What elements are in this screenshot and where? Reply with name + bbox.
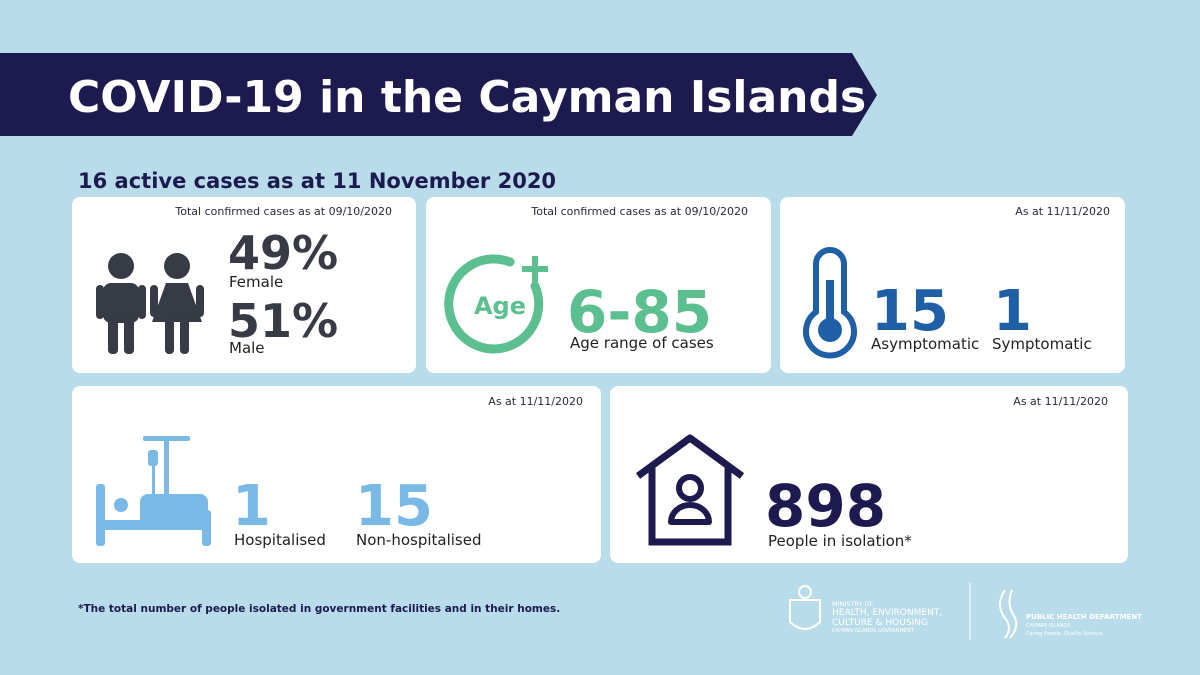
- card-note: As at 11/11/2020: [488, 395, 583, 408]
- logo-text: Caring People. Quality Service.: [1026, 631, 1103, 637]
- card: [426, 197, 771, 373]
- logo-text: PUBLIC HEALTH DEPARTMENT: [1026, 613, 1142, 621]
- stat-label: Age range of cases: [570, 334, 714, 352]
- ministry-logo: MINISTRY OF HEALTH, ENVIRONMENT, CULTURE…: [789, 585, 942, 634]
- phd-logo: PUBLIC HEALTH DEPARTMENT CAYMAN ISLANDS …: [999, 589, 1142, 639]
- thermometer-icon: [803, 247, 857, 359]
- stat-value: 15: [871, 279, 949, 344]
- age-icon: [444, 254, 544, 354]
- title: COVID-19 in the Cayman Islands: [68, 72, 866, 123]
- stat-value: 1: [232, 474, 271, 539]
- card: [72, 197, 416, 373]
- stat-value: 49%: [228, 226, 338, 280]
- bed-icon: [96, 436, 211, 546]
- card: [780, 197, 1125, 373]
- card-note: As at 11/11/2020: [1013, 395, 1108, 408]
- logo-text: CAYMAN ISLANDS: [1026, 623, 1070, 629]
- stat-label: Male: [229, 339, 265, 357]
- stat-label: Female: [229, 273, 283, 291]
- age-icon-label: Age: [474, 292, 526, 320]
- stat-value: 6-85: [567, 278, 712, 346]
- stat-label: Asymptomatic: [871, 335, 979, 353]
- footnote: *The total number of people isolated in …: [78, 603, 560, 615]
- stat-label: People in isolation*: [768, 532, 912, 550]
- age-plus: [522, 256, 548, 282]
- card: [72, 386, 601, 563]
- stat-label: Non-hospitalised: [356, 531, 481, 549]
- logo-text: HEALTH, ENVIRONMENT,: [832, 608, 942, 618]
- logo-text: MINISTRY OF: [832, 600, 874, 608]
- stat-value: 898: [765, 472, 886, 540]
- logo-text: CULTURE & HOUSING: [832, 618, 928, 628]
- stat-label: Symptomatic: [992, 335, 1092, 353]
- logo-text: CAYMAN ISLANDS GOVERNMENT: [832, 628, 915, 634]
- card-note: Total confirmed cases as at 09/10/2020: [174, 205, 392, 218]
- house-icon: [635, 434, 745, 546]
- card: [610, 386, 1128, 563]
- subtitle: 16 active cases as at 11 November 2020: [78, 169, 556, 193]
- stat-value: 15: [355, 474, 433, 539]
- title-banner: [0, 53, 877, 136]
- stat-value: 51%: [228, 294, 338, 348]
- card-note: As at 11/11/2020: [1015, 205, 1110, 218]
- gender-icon: [96, 253, 204, 354]
- card-note: Total confirmed cases as at 09/10/2020: [530, 205, 748, 218]
- stat-value: 1: [993, 279, 1032, 344]
- stat-label: Hospitalised: [234, 531, 326, 549]
